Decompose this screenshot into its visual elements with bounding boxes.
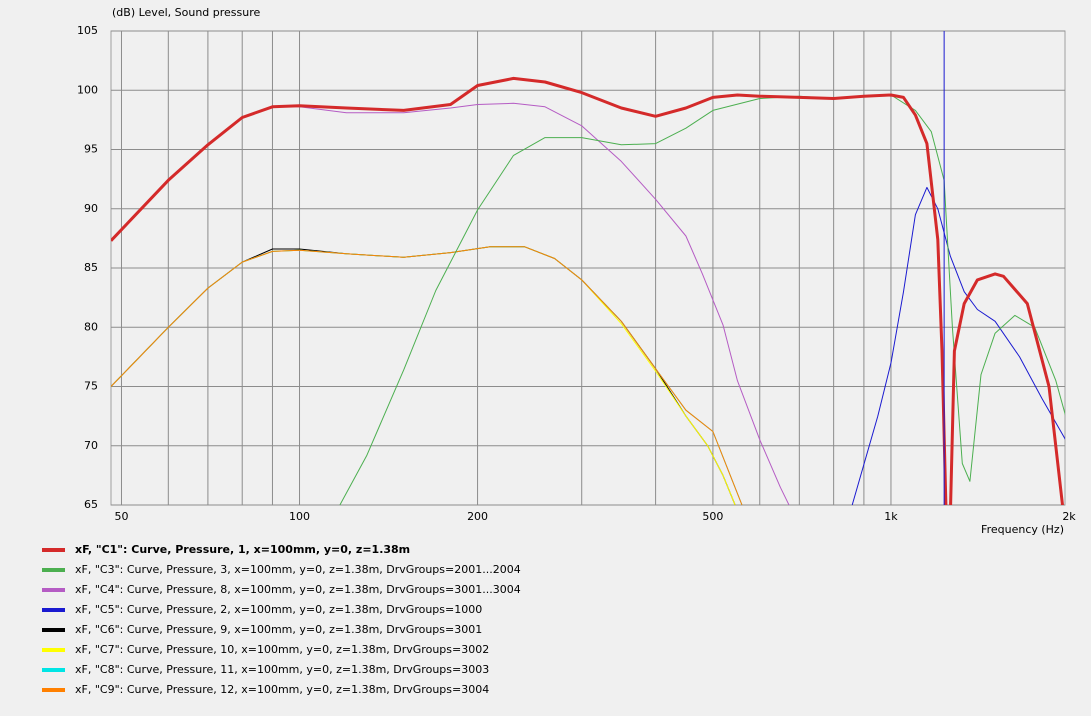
y-tick-label: 75: [84, 380, 98, 393]
y-tick-label: 70: [84, 439, 98, 452]
x-tick-label: 2k: [1062, 510, 1076, 523]
lines: [111, 31, 1065, 505]
y-axis-title: (dB) Level, Sound pressure: [112, 6, 261, 19]
series-line: [111, 76, 1064, 505]
legend: xF, "C1": Curve, Pressure, 1, x=100mm, y…: [42, 543, 521, 696]
legend-label: xF, "C3": Curve, Pressure, 3, x=100mm, y…: [75, 563, 521, 576]
labels: 65 70 75 80 85 90 95 100 105 50 100 200 500 1k 2k: [77, 24, 1076, 523]
y-tick-label: 65: [84, 498, 98, 511]
y-tick-label: 90: [84, 202, 98, 215]
x-axis-title: Frequency (Hz): [981, 523, 1064, 536]
y-tick-label: 85: [84, 261, 98, 274]
x-tick-label: 200: [467, 510, 488, 523]
x-tick-label: 50: [114, 510, 128, 523]
y-tick-label: 105: [77, 24, 98, 37]
legend-label: xF, "C8": Curve, Pressure, 11, x=100mm, …: [75, 663, 489, 676]
grid: [111, 30, 1065, 506]
legend-label: xF, "C1": Curve, Pressure, 1, x=100mm, y…: [75, 543, 410, 556]
series-line: [111, 246, 743, 505]
y-tick-label: 95: [84, 143, 98, 156]
y-tick-label: 80: [84, 320, 98, 333]
x-tick-label: 1k: [884, 510, 898, 523]
legend-label: xF, "C4": Curve, Pressure, 8, x=100mm, y…: [75, 583, 521, 596]
x-tick-label: 500: [702, 510, 723, 523]
y-tick-label: 100: [77, 83, 98, 96]
x-tick-label: 100: [289, 510, 310, 523]
legend-label: xF, "C5": Curve, Pressure, 2, x=100mm, y…: [75, 603, 482, 616]
legend-label: xF, "C6": Curve, Pressure, 9, x=100mm, y…: [75, 623, 482, 636]
legend-label: xF, "C9": Curve, Pressure, 12, x=100mm, …: [75, 683, 489, 696]
legend-label: xF, "C7": Curve, Pressure, 10, x=100mm, …: [75, 643, 489, 656]
